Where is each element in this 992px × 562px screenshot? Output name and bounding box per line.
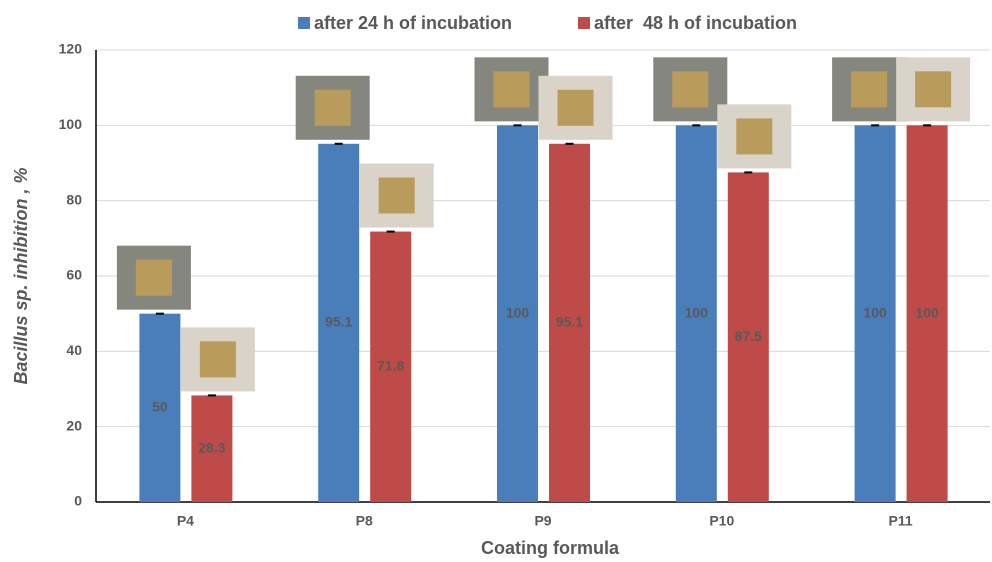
- y-tick-label: 20: [66, 417, 82, 433]
- x-tick-label: P8: [356, 513, 373, 529]
- legend-swatch: [578, 17, 590, 29]
- data-label: 71.8: [377, 357, 404, 373]
- y-tick-label: 60: [66, 267, 82, 283]
- x-tick-label: P10: [709, 513, 734, 529]
- legend-label: after 48 h of incubation: [594, 13, 797, 33]
- sample-photo-coating: [851, 71, 887, 107]
- data-label: 100: [506, 304, 530, 320]
- sample-photo-coating: [915, 71, 951, 107]
- data-label: 87.5: [735, 328, 762, 344]
- sample-photo-coating: [379, 178, 415, 214]
- x-tick-label: P9: [534, 513, 551, 529]
- sample-photo-coating: [136, 260, 172, 296]
- y-tick-label: 100: [59, 116, 83, 132]
- data-label: 50: [152, 399, 168, 415]
- data-label: 95.1: [556, 314, 583, 330]
- data-label: 100: [863, 304, 887, 320]
- sample-photo-coating: [558, 90, 594, 126]
- legend-label: after 24 h of incubation: [314, 13, 512, 33]
- data-label: 100: [685, 304, 709, 320]
- x-axis-title: Coating formula: [481, 538, 620, 558]
- y-tick-label: 80: [66, 191, 82, 207]
- y-axis-title: Bacillus sp. inhibition , %: [11, 167, 31, 384]
- sample-photo-coating: [736, 118, 772, 154]
- x-tick-label: P4: [177, 513, 194, 529]
- y-tick-label: 0: [74, 493, 82, 509]
- data-label: 28.3: [198, 439, 225, 455]
- y-tick-label: 120: [59, 41, 83, 57]
- data-label: 95.1: [325, 314, 352, 330]
- sample-photo-coating: [315, 90, 351, 126]
- data-label: 100: [915, 304, 939, 320]
- y-tick-label: 40: [66, 342, 82, 358]
- sample-photo-coating: [672, 71, 708, 107]
- legend-swatch: [298, 17, 310, 29]
- sample-photo-coating: [494, 71, 530, 107]
- chart: Coating formula Bacillus sp. inhibition …: [0, 0, 992, 562]
- x-tick-label: P11: [889, 513, 913, 529]
- sample-photo-coating: [200, 341, 236, 377]
